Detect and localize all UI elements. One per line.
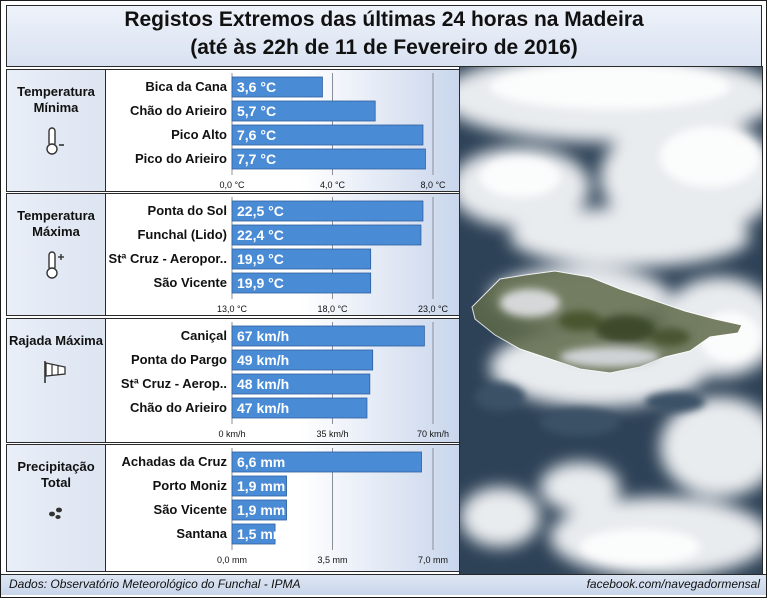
panel-precipitacao-total: Precipitação Total [6,444,106,572]
station-label: Stª Cruz - Aeropor.. [109,251,227,266]
tick-label: 4,0 °C [320,180,346,190]
tick-label: 13,0 °C [217,304,248,314]
tick-label: 18,0 °C [317,304,348,314]
satellite-image [459,66,763,576]
chart-box-precipitacao-total: Achadas da Cruz 6,6 mm Porto Moniz 1,9 mm Sã… [105,444,460,572]
bar [231,373,371,395]
tick-label: 23,0 °C [418,304,449,314]
value-label: 1,5 mm [237,526,285,542]
bar [231,349,374,371]
station-label: Caniçal [181,328,227,343]
tick-label: 70 km/h [417,429,449,439]
bar [231,272,372,294]
title-line-2: (até às 22h de 11 de Fevereiro de 2016) [190,36,578,59]
panel-temperatura-minima: Temperatura Mínima [6,69,106,192]
station-label: Ponta do Pargo [131,352,227,367]
category-label: Rajada Máxima [9,333,103,348]
value-label: 7,6 °C [237,127,276,143]
value-label: 67 km/h [237,328,289,344]
chart-box-rajada-maxima: Caniçal 67 km/h Ponta do Pargo 49 km/h Stª C… [105,318,460,443]
thermometer-minus-icon [46,127,64,155]
tick-label: 35 km/h [316,429,348,439]
station-label: Santana [176,526,227,541]
value-label: 22,5 °C [237,203,284,219]
thermometer-plus-icon [46,251,64,279]
tick-label: 0 km/h [218,429,245,439]
bar [231,124,424,146]
station-label: Chão do Arieiro [130,103,227,118]
value-label: 6,6 mm [237,454,285,470]
value-label: 1,9 mm [237,502,285,518]
bar [231,499,287,521]
chart-box-temperatura-minima: Bica da Cana 3,6 °C Chão do Arieiro 5,7 °C P… [105,69,460,192]
chart-rajada-maxima: Caniçal 67 km/h Ponta do Pargo 49 km/h Stª C… [121,322,449,439]
station-label: São Vicente [154,502,227,517]
value-label: 19,9 °C [237,251,284,267]
chart-box-temperatura-maxima: Ponta do Sol 22,5 °C Funchal (Lido) 22,4 °C… [105,193,460,316]
chart-temperatura-maxima: Ponta do Sol 22,5 °C Funchal (Lido) 22,4 °C… [109,197,449,314]
tick-label: 0,0 °C [219,180,245,190]
station-label: São Vicente [154,275,227,290]
station-label: Pico do Arieiro [135,151,227,166]
station-label: Achadas da Cruz [122,454,228,469]
panel-rajada-maxima: Rajada Máxima [6,318,106,443]
bar [231,523,276,545]
bar [231,397,368,419]
tick-label: 0,0 mm [217,555,247,565]
station-label: Porto Moniz [153,478,228,493]
value-label: 47 km/h [237,400,289,416]
value-label: 48 km/h [237,376,289,392]
bar [231,248,372,270]
station-label: Pico Alto [171,127,227,142]
rain-drops-icon [49,507,62,519]
title-box: Registos Extremos das últimas 24 horas n… [6,5,762,67]
title-line-1: Registos Extremos das últimas 24 horas n… [124,8,644,31]
station-label: Ponta do Sol [148,203,227,218]
windsock-icon [44,361,66,383]
footer-credit: facebook.com/navegadormensal [586,577,760,591]
station-label: Stª Cruz - Aerop.. [121,376,227,391]
value-label: 1,9 mm [237,478,285,494]
chart-precipitacao-total: Achadas da Cruz 6,6 mm Porto Moniz 1,9 mm Sã… [122,448,448,565]
station-label: Chão do Arieiro [130,400,227,415]
bar [231,200,424,222]
bar [231,475,287,497]
panel-temperatura-maxima: Temperatura Máxima [6,193,106,316]
value-label: 3,6 °C [237,79,276,95]
value-label: 49 km/h [237,352,289,368]
bar [231,148,426,170]
station-label: Funchal (Lido) [137,227,227,242]
tick-label: 8,0 °C [420,180,446,190]
footer-source: Dados: Observatório Meteorológico do Fun… [9,577,301,591]
value-label: 7,7 °C [237,151,276,167]
footer-bar: Dados: Observatório Meteorológico do Fun… [1,574,766,595]
bar [231,224,422,246]
bar [231,451,422,473]
tick-label: 7,0 mm [418,555,448,565]
chart-temperatura-minima: Bica da Cana 3,6 °C Chão do Arieiro 5,7 °C P… [130,73,446,190]
tick-label: 3,5 mm [317,555,347,565]
bar [231,76,323,98]
value-label: 22,4 °C [237,227,284,243]
category-label: Temperatura Máxima [17,208,95,239]
bar [231,325,425,347]
category-label: Temperatura Mínima [17,84,95,115]
satellite-clouds-graphic [460,67,762,575]
value-label: 19,9 °C [237,275,284,291]
value-label: 5,7 °C [237,103,276,119]
station-label: Bica da Cana [145,79,227,94]
category-label: Precipitação Total [17,459,95,490]
bar [231,100,376,122]
